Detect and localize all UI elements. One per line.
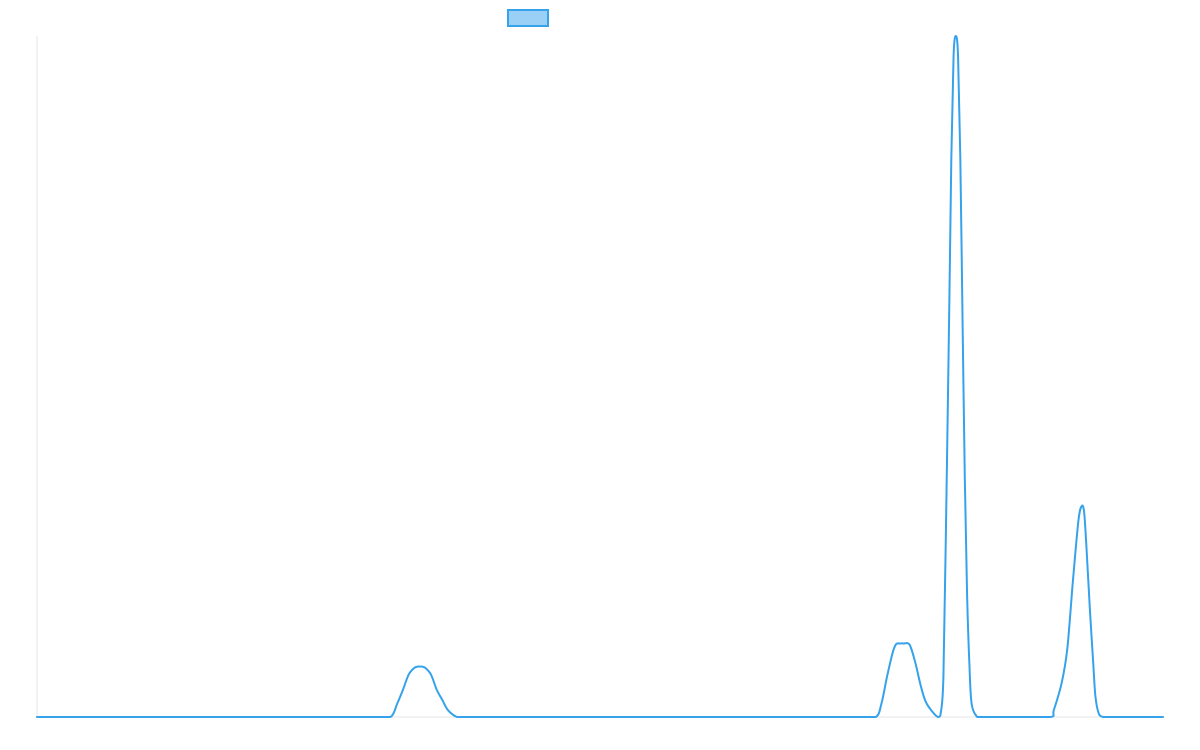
series-layer — [36, 35, 1164, 719]
legend-swatch[interactable] — [507, 9, 549, 27]
series-line-0 — [36, 35, 1164, 719]
